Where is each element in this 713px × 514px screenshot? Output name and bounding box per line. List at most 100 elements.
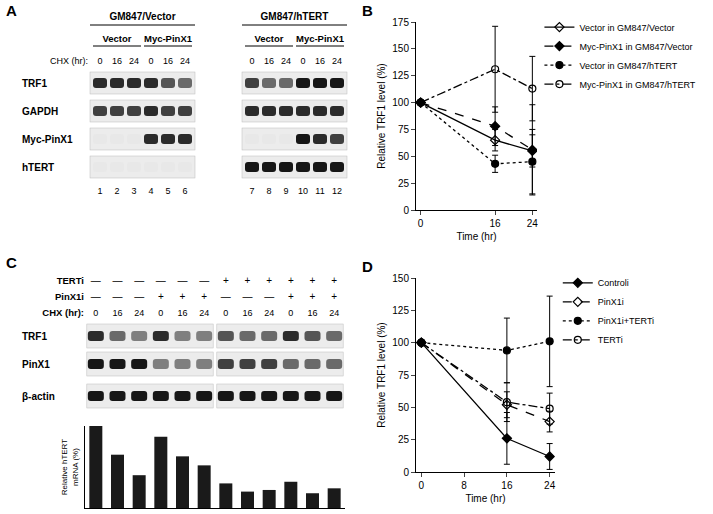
- svg-text:0: 0: [418, 218, 424, 229]
- svg-text:2: 2: [114, 186, 119, 196]
- svg-text:B: B: [362, 2, 373, 19]
- svg-text:—: —: [91, 291, 101, 302]
- svg-text:—: —: [264, 291, 274, 302]
- svg-text:125: 125: [392, 305, 409, 316]
- svg-text:24: 24: [129, 56, 139, 66]
- svg-text:PinX1i: PinX1i: [598, 297, 624, 307]
- svg-text:4: 4: [148, 186, 153, 196]
- svg-text:3: 3: [131, 186, 136, 196]
- svg-text:TERTi: TERTi: [598, 335, 623, 345]
- svg-text:0: 0: [403, 205, 409, 216]
- svg-text:+: +: [223, 275, 229, 286]
- svg-text:Vector: Vector: [254, 33, 283, 44]
- svg-text:+: +: [331, 291, 337, 302]
- svg-text:PinX1i+TERTi: PinX1i+TERTi: [598, 316, 654, 326]
- svg-text:+: +: [201, 291, 207, 302]
- svg-text:—: —: [134, 275, 144, 286]
- svg-text:GM847/Vector: GM847/Vector: [109, 11, 175, 22]
- svg-text:Myc-PinX1 in GM847/hTERT: Myc-PinX1 in GM847/hTERT: [579, 80, 695, 90]
- svg-text:7: 7: [249, 186, 254, 196]
- svg-text:175: 175: [392, 17, 409, 28]
- svg-text:16: 16: [112, 56, 122, 66]
- svg-text:Vector in GM847/Vector: Vector in GM847/Vector: [579, 23, 674, 33]
- svg-text:Myc-PinX1 in GM847/Vector: Myc-PinX1 in GM847/Vector: [579, 42, 692, 52]
- svg-text:16: 16: [307, 308, 317, 318]
- svg-text:10: 10: [298, 186, 308, 196]
- svg-text:24: 24: [199, 308, 209, 318]
- svg-text:+: +: [245, 275, 251, 286]
- svg-text:25: 25: [398, 434, 410, 445]
- svg-text:Relative TRF1 level (%): Relative TRF1 level (%): [376, 322, 387, 427]
- svg-text:—: —: [113, 275, 123, 286]
- svg-text:+: +: [310, 275, 316, 286]
- svg-text:GAPDH: GAPDH: [22, 106, 58, 117]
- svg-text:CHX (hr):: CHX (hr):: [50, 56, 88, 66]
- svg-text:6: 6: [182, 186, 187, 196]
- svg-text:1: 1: [97, 186, 102, 196]
- svg-text:75: 75: [398, 124, 410, 135]
- svg-text:100: 100: [392, 97, 409, 108]
- svg-text:—: —: [221, 291, 231, 302]
- svg-text:11: 11: [315, 186, 324, 196]
- svg-text:125: 125: [392, 70, 409, 81]
- svg-text:0: 0: [419, 480, 425, 491]
- svg-text:Time (hr): Time (hr): [456, 231, 496, 242]
- svg-text:24: 24: [180, 56, 190, 66]
- svg-text:—: —: [134, 291, 144, 302]
- svg-text:0: 0: [93, 308, 98, 318]
- svg-text:24: 24: [332, 56, 342, 66]
- svg-text:D: D: [362, 258, 373, 275]
- svg-text:—: —: [91, 275, 101, 286]
- svg-text:16: 16: [315, 56, 325, 66]
- svg-text:PinX1i: PinX1i: [55, 291, 84, 302]
- svg-text:CHX (hr):: CHX (hr):: [42, 307, 84, 318]
- svg-text:16: 16: [501, 480, 513, 491]
- svg-text:GM847/hTERT: GM847/hTERT: [261, 11, 329, 22]
- svg-text:+: +: [288, 291, 294, 302]
- svg-text:+: +: [266, 275, 272, 286]
- svg-text:TERTi: TERTi: [57, 275, 84, 286]
- svg-text:0: 0: [223, 308, 228, 318]
- svg-text:Relative TRF1 level (%): Relative TRF1 level (%): [376, 63, 387, 168]
- svg-text:9: 9: [283, 186, 288, 196]
- svg-text:+: +: [180, 291, 186, 302]
- svg-text:Myc-PinX1: Myc-PinX1: [22, 134, 73, 145]
- svg-text:—: —: [178, 275, 188, 286]
- svg-text:24: 24: [329, 308, 339, 318]
- svg-text:C: C: [6, 254, 17, 271]
- svg-text:16: 16: [264, 56, 274, 66]
- svg-text:100: 100: [392, 337, 409, 348]
- svg-text:Myc-PinX1: Myc-PinX1: [296, 33, 345, 44]
- svg-text:24: 24: [544, 480, 556, 491]
- svg-text:PinX1: PinX1: [22, 359, 50, 370]
- svg-text:24: 24: [527, 218, 539, 229]
- svg-text:150: 150: [392, 273, 409, 284]
- svg-text:Controli: Controli: [598, 278, 629, 288]
- svg-text:0: 0: [249, 56, 254, 66]
- svg-text:24: 24: [264, 308, 274, 318]
- svg-text:24: 24: [134, 308, 144, 318]
- svg-text:+: +: [331, 275, 337, 286]
- svg-text:Time (hr): Time (hr): [465, 493, 505, 504]
- svg-text:150: 150: [392, 43, 409, 54]
- svg-text:hTERT: hTERT: [22, 162, 54, 173]
- svg-text:—: —: [113, 291, 123, 302]
- svg-text:β-actin: β-actin: [22, 391, 55, 402]
- svg-text:75: 75: [398, 370, 410, 381]
- svg-text:12: 12: [332, 186, 342, 196]
- svg-text:5: 5: [165, 186, 170, 196]
- svg-text:0: 0: [97, 56, 102, 66]
- svg-text:+: +: [310, 291, 316, 302]
- svg-text:25: 25: [398, 178, 410, 189]
- svg-text:0: 0: [148, 56, 153, 66]
- svg-text:—: —: [199, 275, 209, 286]
- svg-text:+: +: [158, 291, 164, 302]
- svg-text:Relative hTERTmRNA (%): Relative hTERTmRNA (%): [60, 439, 79, 495]
- svg-text:0: 0: [288, 308, 293, 318]
- svg-text:Vector in GM847/hTERT: Vector in GM847/hTERT: [579, 61, 677, 71]
- svg-text:16: 16: [177, 308, 187, 318]
- svg-text:50: 50: [398, 402, 410, 413]
- svg-text:Myc-PinX1: Myc-PinX1: [144, 33, 193, 44]
- svg-text:0: 0: [300, 56, 305, 66]
- svg-text:0: 0: [403, 467, 409, 478]
